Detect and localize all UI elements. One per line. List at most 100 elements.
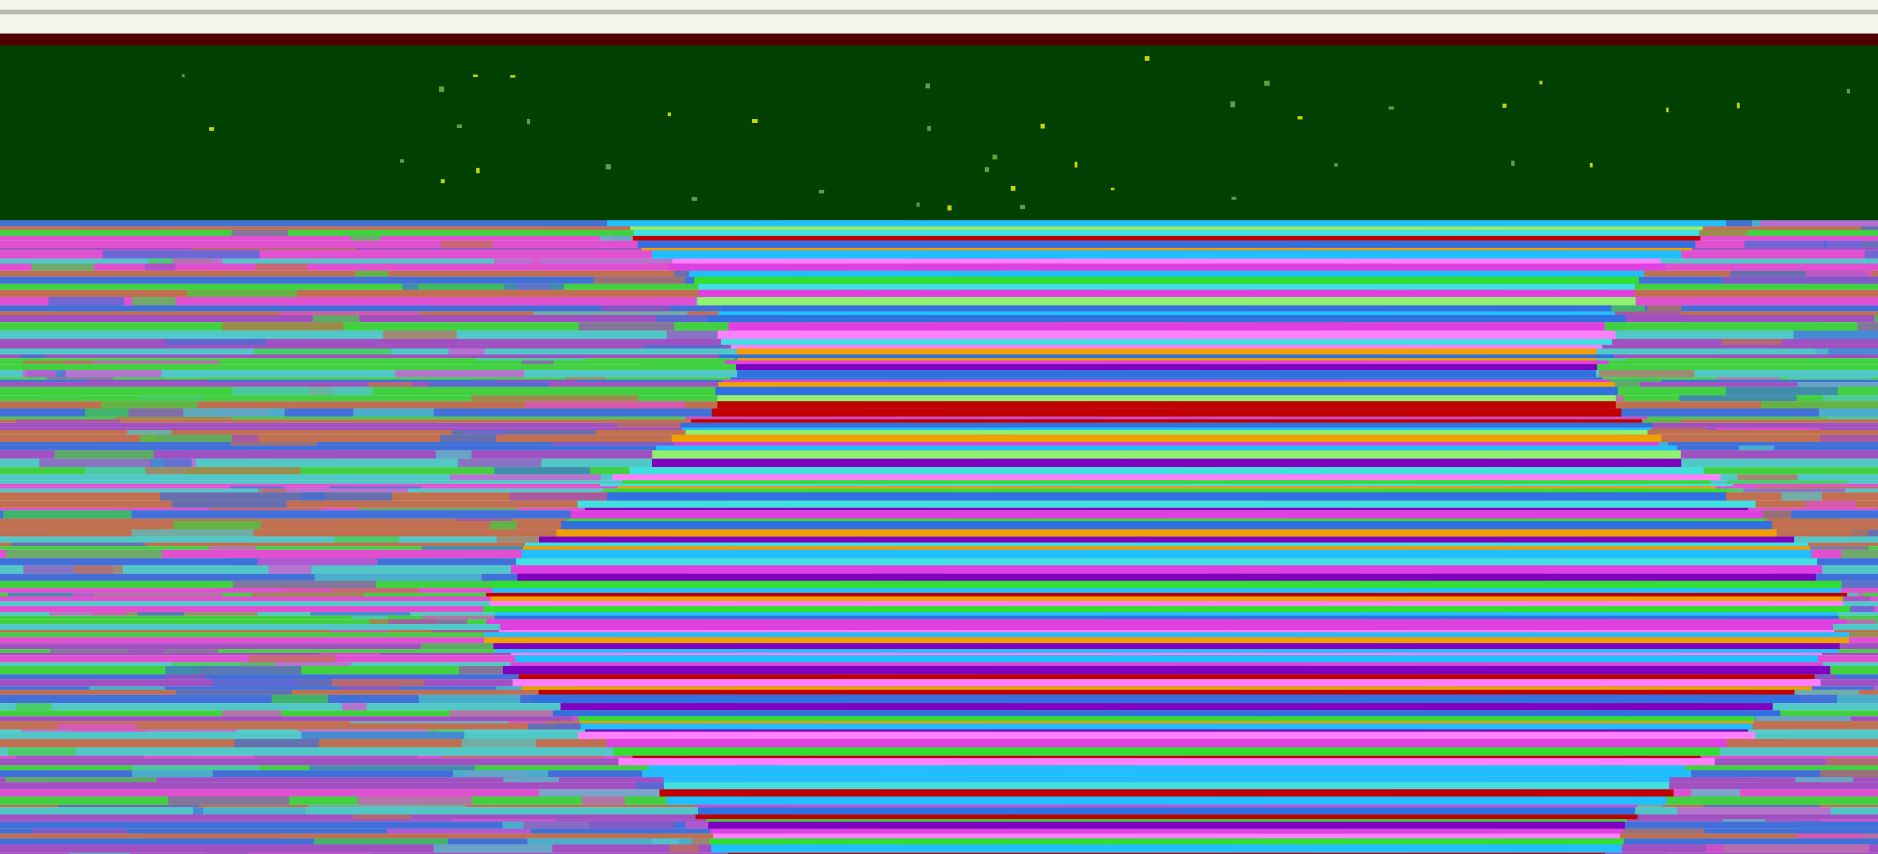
noise	[215, 588, 333, 593]
noise	[1874, 315, 1878, 323]
noise	[1826, 758, 1878, 766]
noise	[519, 348, 650, 355]
noise	[312, 315, 360, 323]
noise	[22, 370, 57, 378]
noise	[566, 377, 606, 380]
center-stripe	[511, 652, 1822, 656]
center-stripe	[580, 723, 1753, 730]
center-stripe	[718, 311, 1615, 316]
noise	[128, 649, 219, 653]
noise	[208, 546, 256, 550]
center-stripe	[680, 422, 1653, 428]
noise	[1801, 674, 1836, 680]
noise	[1827, 416, 1878, 420]
noise	[1598, 370, 1695, 378]
noise	[222, 322, 344, 331]
noise	[593, 276, 686, 284]
center-stripe	[737, 348, 1597, 355]
noise	[494, 258, 540, 264]
noise	[113, 507, 257, 511]
center-stripe	[682, 427, 1652, 430]
top-bar	[0, 0, 1878, 34]
noise	[532, 258, 678, 264]
center-stripe	[688, 270, 1645, 277]
noise	[326, 483, 354, 487]
center-stripe	[607, 492, 1727, 501]
center-stripe	[570, 510, 1763, 519]
noise	[281, 588, 419, 593]
noise	[421, 546, 563, 550]
center-stripe	[707, 315, 1626, 323]
center-stripe	[737, 358, 1596, 361]
noise	[353, 408, 434, 417]
center-stripe	[613, 747, 1720, 756]
noise	[525, 401, 686, 409]
center-stripe	[633, 229, 1700, 236]
center-stripe	[632, 755, 1701, 759]
noise	[183, 408, 285, 417]
center-stripe	[736, 364, 1598, 371]
speckle	[916, 202, 920, 207]
noise	[494, 467, 591, 475]
noise	[175, 652, 211, 656]
noise	[350, 721, 509, 724]
noise	[1820, 770, 1878, 778]
center-stripe	[697, 297, 1636, 306]
noise	[1797, 382, 1878, 387]
noise	[357, 796, 472, 805]
noise	[1598, 828, 1705, 834]
center-stripe	[652, 450, 1681, 459]
center-stripe	[719, 354, 1614, 359]
noise	[249, 789, 404, 797]
noise	[472, 379, 577, 383]
speckle	[440, 179, 445, 184]
speckle	[1388, 106, 1394, 110]
noise	[533, 311, 688, 316]
center-stripe	[486, 592, 1848, 597]
noise	[548, 833, 670, 839]
noise	[297, 679, 424, 687]
noise	[58, 804, 199, 808]
center-stripe	[647, 765, 1686, 771]
center-stripe	[722, 379, 1611, 383]
noise	[254, 755, 418, 759]
center-stripe	[685, 416, 1648, 420]
noise	[253, 348, 392, 355]
noise	[433, 844, 553, 853]
noise	[132, 770, 213, 778]
noise	[159, 492, 326, 501]
noise	[257, 558, 378, 566]
noise	[1701, 529, 1869, 537]
noise	[521, 360, 554, 365]
center-stripe	[552, 710, 1781, 717]
speckle	[1040, 123, 1045, 129]
speckle	[1020, 204, 1025, 210]
noise	[1795, 546, 1869, 550]
noise	[194, 747, 357, 756]
center-stripe	[600, 483, 1734, 487]
noise	[132, 297, 176, 306]
center-stripe	[717, 395, 1616, 402]
noise	[172, 258, 223, 264]
stripe-area	[0, 220, 1878, 854]
noise	[1757, 782, 1821, 790]
noise	[338, 686, 400, 690]
noise	[578, 322, 675, 331]
center-stripe	[495, 612, 1838, 616]
center-stripe	[694, 276, 1639, 284]
noise	[355, 270, 389, 277]
noise	[160, 731, 194, 740]
center-stripe	[518, 674, 1815, 680]
noise	[1795, 777, 1854, 783]
noise	[1864, 250, 1878, 259]
center-stripe	[491, 580, 1842, 589]
noise	[1716, 427, 1804, 430]
speckle	[992, 154, 998, 160]
noise	[1565, 311, 1681, 316]
noise	[132, 765, 259, 771]
noise	[332, 386, 374, 396]
noise	[310, 612, 411, 616]
noise	[80, 220, 163, 227]
center-stripe	[515, 655, 1818, 663]
noise	[1815, 348, 1878, 355]
